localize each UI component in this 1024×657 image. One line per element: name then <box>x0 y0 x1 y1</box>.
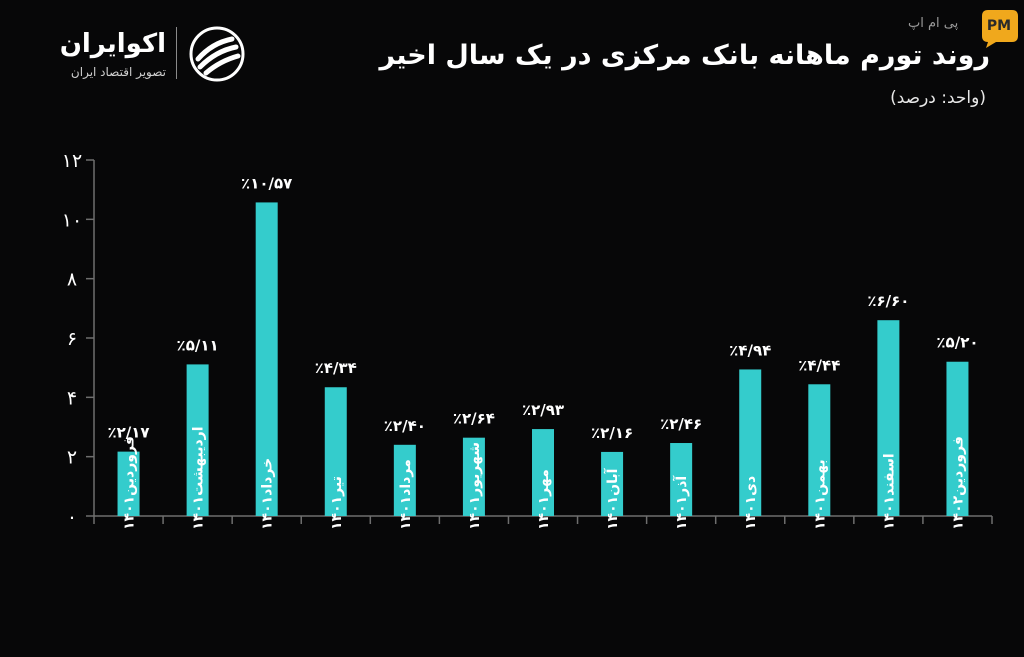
x-tick-label: اسفند۱۴۰۱ <box>881 453 897 530</box>
x-tick-label: مرداد۱۴۰۱ <box>398 459 414 530</box>
brand-name: اکوایران <box>59 29 166 59</box>
bar <box>808 384 831 516</box>
data-label: ٪۵/۱۱ <box>177 336 219 354</box>
x-tick-label: دی۱۴۰۱ <box>743 476 759 530</box>
brand-logo: اکوایران تصویر اقتصاد ایران <box>38 25 248 87</box>
watermark-text: پی ام اپ <box>908 16 959 31</box>
chart-title: روند تورم ماهانه بانک مرکزی در یک سال اخ… <box>379 40 990 71</box>
brand-tagline: تصویر اقتصاد ایران <box>70 65 166 79</box>
x-tick-label: شهریور۱۴۰۱ <box>467 442 483 530</box>
logo-divider <box>176 27 177 79</box>
bar <box>670 443 693 516</box>
bar <box>324 387 347 516</box>
y-tick-label: ۱۲ <box>62 150 82 172</box>
bar <box>601 451 624 516</box>
data-label: ٪۶/۶۰ <box>867 292 909 310</box>
brand-mark-icon <box>189 26 245 82</box>
x-tick-label: مهر۱۴۰۱ <box>536 469 552 530</box>
data-label: ٪۴/۴۴ <box>798 356 840 374</box>
bar <box>117 451 140 516</box>
x-tick-label: فروردین۱۴۰۲ <box>950 436 966 530</box>
x-tick-label: تیر۱۴۰۱ <box>329 476 345 530</box>
y-tick-label: ۲ <box>67 447 77 469</box>
y-tick-label: ۶ <box>67 328 77 350</box>
watermark-badge-icon <box>982 10 1018 48</box>
data-label: ٪۲/۶۴ <box>453 410 495 428</box>
y-tick-label: ۴ <box>67 387 77 409</box>
bar <box>946 361 969 516</box>
x-tick-label: آذر۱۴۰۱ <box>672 475 690 530</box>
bar <box>739 369 762 516</box>
x-tick-label: خرداد۱۴۰۱ <box>260 458 276 530</box>
x-tick-label: بهمن۱۴۰۱ <box>812 459 828 530</box>
chart-unit: (واحد: درصد) <box>890 88 986 108</box>
data-label: ٪۲/۹۳ <box>522 401 564 419</box>
watermark-badge-label: PM <box>986 18 1012 34</box>
y-tick-label: ۱۰ <box>62 209 82 231</box>
x-tick-label: فروردین۱۴۰۱ <box>122 436 138 530</box>
data-label: ٪۱۰/۵۷ <box>241 174 292 192</box>
bar <box>532 429 554 516</box>
data-label: ٪۴/۹۴ <box>729 341 771 359</box>
data-label: ٪۲/۱۷ <box>107 424 149 442</box>
data-label: ٪۲/۱۶ <box>591 424 633 442</box>
x-tick-label: آبان۱۴۰۱ <box>603 467 621 530</box>
bar <box>255 202 278 516</box>
bar <box>393 444 416 516</box>
data-label: ٪۵/۲۰ <box>936 334 978 352</box>
y-tick-label: ۸ <box>67 269 77 291</box>
bar <box>186 364 209 516</box>
data-label: ٪۲/۴۰ <box>384 417 426 435</box>
x-tick-label: اردیبهشت۱۴۰۱ <box>191 426 207 530</box>
data-label: ٪۲/۴۶ <box>660 415 702 433</box>
bar <box>877 320 900 516</box>
watermark: پی ام اپ PM <box>908 6 1020 50</box>
data-label: ٪۴/۳۴ <box>315 359 357 377</box>
bar <box>462 437 485 516</box>
y-tick-label: ۰ <box>67 506 77 528</box>
